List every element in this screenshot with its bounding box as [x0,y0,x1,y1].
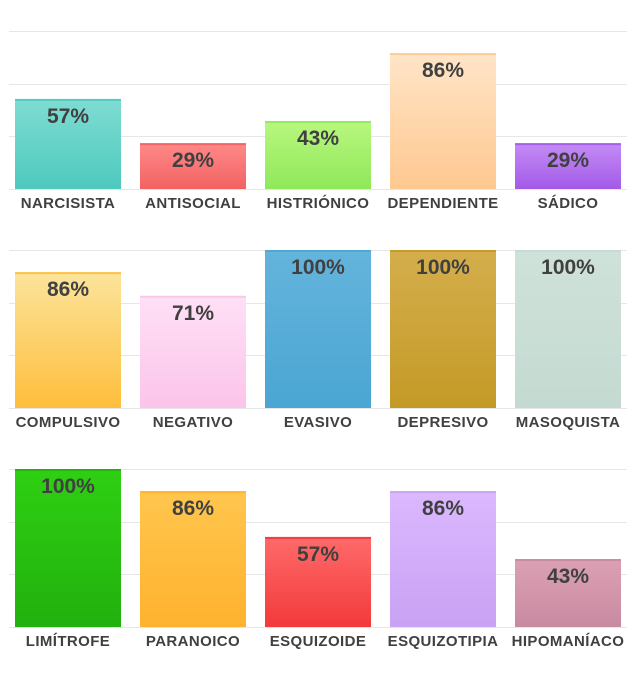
value-label: 57% [47,105,89,128]
bar [15,272,121,408]
bar-top-edge [140,143,246,146]
category-label: DEPRESIVO [397,414,488,431]
bar [140,491,246,627]
chart-panel-1: 57% NARCISISTA 29% ANTISOCIAL 43% HISTRIÓNICO… [9,31,627,212]
bar-top-edge [265,536,371,539]
value-label: 29% [172,149,214,172]
bar [515,250,621,408]
bar-top-edge [265,121,371,124]
bar-top-edge [390,53,496,56]
bar-top-edge [140,491,246,494]
bar [390,491,496,627]
category-label: NARCISISTA [21,195,116,212]
bar-top-edge [15,469,121,471]
bar [390,53,496,190]
value-label: 29% [547,149,589,172]
bar-top-edge [15,98,121,101]
category-label: ESQUIZOTIPIA [388,633,499,650]
value-label: 86% [422,497,464,520]
bar [265,536,371,627]
category-label: ESQUIZOIDE [270,633,367,650]
bar [140,143,246,189]
bar-top-edge [515,250,621,252]
category-label: EVASIVO [284,414,352,431]
category-label: SÁDICO [538,195,599,212]
value-label: 71% [172,302,214,325]
value-label: 43% [297,127,339,150]
category-label: HIPOMANÍACO [512,633,625,650]
value-label: 100% [541,256,595,279]
category-label: NEGATIVO [153,414,233,431]
value-label: 100% [416,256,470,279]
value-label: 86% [172,497,214,520]
category-label: PARANOICO [146,633,240,650]
category-label: COMPULSIVO [16,414,121,431]
value-label: 86% [422,59,464,82]
value-label: 43% [547,565,589,588]
bar-top-edge [515,559,621,562]
value-label: 86% [47,278,89,301]
bar [515,143,621,189]
bar-top-edge [515,143,621,146]
bar-top-edge [390,250,496,252]
bar [15,469,121,627]
category-label: HISTRIÓNICO [267,194,370,212]
category-label: ANTISOCIAL [145,195,241,212]
value-label: 100% [291,256,345,279]
bar [390,250,496,408]
category-label: DEPENDIENTE [387,195,498,212]
bar [15,98,121,189]
chart-panel-2: 86% COMPULSIVO 71% NEGATIVO 100% EVASIVO 100% D… [9,250,627,431]
bar [265,121,371,189]
bar-top-edge [265,250,371,252]
category-label: MASOQUISTA [516,414,621,431]
value-label: 100% [41,475,95,498]
bar [515,559,621,627]
chart-panel-3: 100% LIMÍTROFE 86% PARANOICO 57% ESQUIZOIDE 86… [9,469,627,650]
bar [140,295,246,408]
bar-top-edge [390,491,496,494]
bar [265,250,371,408]
category-label: LIMÍTROFE [26,633,110,650]
bar-top-edge [15,272,121,275]
value-label: 57% [297,543,339,566]
bar-top-edge [140,295,246,298]
